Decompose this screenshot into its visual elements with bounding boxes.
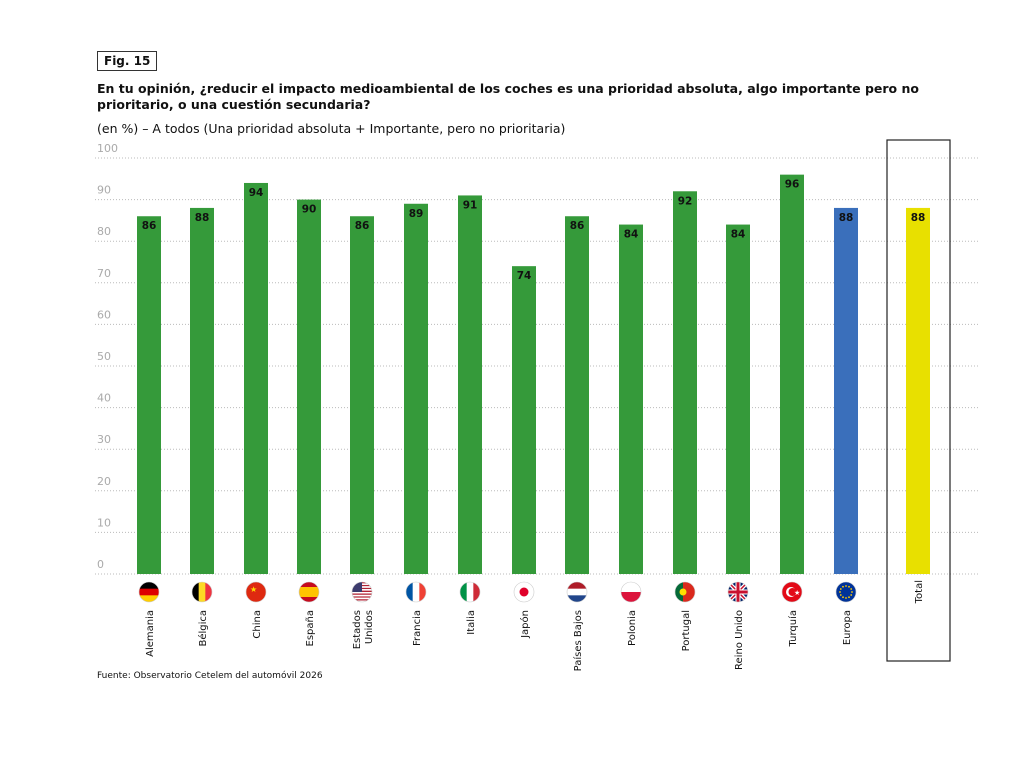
x-tick-label: Turquía bbox=[787, 610, 799, 647]
x-tick-label: Alemania bbox=[145, 610, 156, 657]
total-highlight-box bbox=[886, 139, 951, 662]
flag-eu-icon bbox=[836, 582, 856, 602]
x-tick-label: Japón bbox=[519, 610, 531, 639]
svg-text:★: ★ bbox=[250, 585, 257, 594]
data-label: 88 bbox=[195, 212, 210, 224]
x-tick-label: Italia bbox=[466, 610, 477, 635]
y-tick-label: 20 bbox=[97, 475, 111, 488]
y-tick-label: 0 bbox=[97, 558, 104, 571]
flag-pt-icon bbox=[675, 582, 695, 602]
flag-us-icon bbox=[352, 582, 372, 602]
data-label: 89 bbox=[409, 208, 424, 220]
bar-bélgica bbox=[190, 207, 214, 575]
bar-europa bbox=[834, 207, 858, 575]
data-label: 84 bbox=[731, 229, 746, 241]
data-label: 86 bbox=[142, 220, 157, 232]
data-label: 88 bbox=[911, 212, 926, 224]
bar-francia bbox=[404, 203, 428, 574]
bar-polonia bbox=[619, 224, 643, 574]
data-label: 84 bbox=[624, 229, 639, 241]
chart-subtitle: (en %) – A todos (Una prioridad absoluta… bbox=[97, 121, 566, 136]
x-tick-label: Bélgica bbox=[197, 610, 209, 647]
flag-es-icon bbox=[299, 582, 319, 602]
source-note: Fuente: Observatorio Cetelem del automóv… bbox=[97, 671, 323, 681]
bar-alemania bbox=[137, 216, 161, 575]
data-label: 86 bbox=[355, 220, 370, 232]
data-label: 74 bbox=[517, 270, 532, 282]
svg-text:★: ★ bbox=[794, 589, 800, 597]
x-tick-label: Portugal bbox=[681, 610, 692, 651]
flag-cn-icon: ★ bbox=[246, 582, 266, 602]
y-tick-label: 30 bbox=[97, 433, 111, 446]
y-tick-label: 70 bbox=[97, 267, 111, 280]
data-label: 88 bbox=[839, 212, 854, 224]
x-tick-label: Francia bbox=[412, 610, 423, 646]
x-tick-label: Total bbox=[914, 580, 925, 604]
y-tick-label: 90 bbox=[97, 184, 111, 197]
x-tick-label: EstadosUnidos bbox=[352, 610, 375, 649]
x-tick-label: Reino Unido bbox=[734, 610, 745, 670]
flag-it-icon bbox=[460, 582, 480, 602]
flag-be-icon bbox=[192, 582, 212, 602]
y-tick-label: 10 bbox=[97, 516, 111, 529]
data-label: 90 bbox=[302, 204, 317, 216]
flag-fr-icon bbox=[406, 582, 426, 602]
x-tick-label: China bbox=[252, 610, 263, 639]
data-label: 86 bbox=[570, 220, 585, 232]
x-tick-label: Polonia bbox=[627, 610, 638, 646]
bar-italia bbox=[458, 195, 482, 574]
chart-title: En tu opinión, ¿reducir el impacto medio… bbox=[97, 81, 919, 112]
y-tick-label: 80 bbox=[97, 225, 111, 238]
data-label: 91 bbox=[463, 199, 478, 211]
bar-portugal bbox=[673, 191, 697, 574]
flag-jp-icon bbox=[514, 582, 534, 602]
flag-de-icon bbox=[139, 582, 159, 602]
bar-japón bbox=[512, 266, 536, 574]
bar-españa bbox=[297, 199, 321, 574]
y-tick-label: 100 bbox=[97, 142, 118, 155]
bar-países-bajos bbox=[565, 216, 589, 575]
x-tick-label: Europa bbox=[842, 610, 853, 645]
bar-china bbox=[244, 182, 268, 574]
y-tick-label: 60 bbox=[97, 308, 111, 321]
data-label: 96 bbox=[785, 179, 800, 191]
x-tick-label: España bbox=[305, 610, 316, 646]
flag-tr-icon: ★ bbox=[782, 582, 802, 602]
y-tick-label: 40 bbox=[97, 392, 111, 405]
figure-label: Fig. 15 bbox=[97, 51, 158, 71]
flag-gb-icon bbox=[728, 582, 748, 602]
flag-nl-icon bbox=[567, 582, 587, 602]
y-tick-label: 50 bbox=[97, 350, 111, 363]
bar-estados-unidos bbox=[350, 216, 374, 575]
flag-pl-icon bbox=[621, 582, 641, 602]
bar-reino-unido bbox=[726, 224, 750, 574]
data-label: 92 bbox=[678, 195, 693, 207]
bar-turquía bbox=[780, 174, 804, 574]
x-tick-label: Países Bajos bbox=[572, 610, 584, 671]
bar-total bbox=[906, 207, 930, 575]
data-label: 94 bbox=[249, 187, 264, 199]
